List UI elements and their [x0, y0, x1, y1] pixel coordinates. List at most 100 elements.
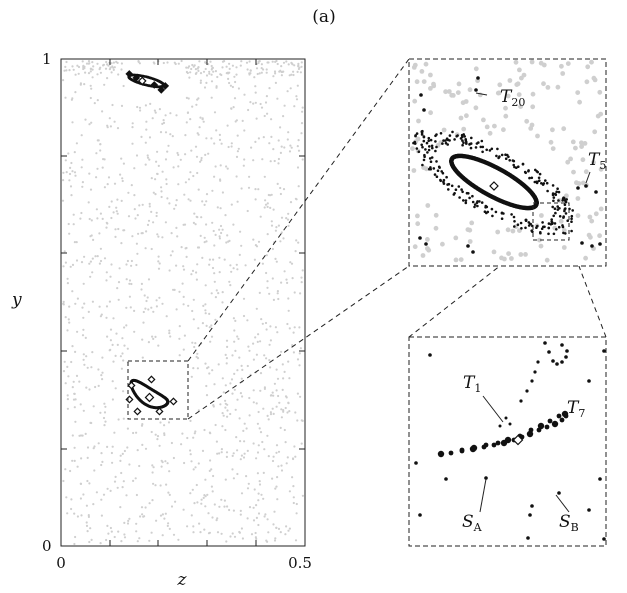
sea-point — [155, 519, 158, 522]
sea-point — [103, 402, 106, 405]
sea-point — [228, 67, 231, 70]
sea-point — [190, 514, 193, 517]
sea-point — [80, 211, 83, 215]
sea-point — [264, 101, 268, 104]
sea-point — [156, 150, 159, 153]
sea-point — [204, 284, 207, 287]
sea-point — [193, 345, 196, 349]
sea-point — [250, 533, 254, 536]
island-point — [555, 362, 559, 366]
chain-point — [525, 389, 529, 393]
layer-point — [436, 169, 440, 172]
sea-point — [135, 522, 138, 525]
sea-point — [89, 235, 92, 238]
sea-point — [273, 510, 276, 513]
sea-point — [84, 118, 87, 121]
sea-point — [101, 371, 104, 374]
sea-point — [187, 178, 191, 181]
sea-point — [164, 114, 167, 117]
sea-point — [166, 462, 169, 465]
sea-point — [82, 358, 85, 361]
sea-point — [293, 291, 296, 294]
layer-point — [536, 224, 539, 228]
sea-point — [186, 436, 189, 440]
sea-point — [134, 477, 137, 480]
sea-point — [289, 261, 292, 264]
sea-point — [208, 326, 211, 329]
sea-point — [260, 67, 263, 70]
sea-point — [284, 533, 287, 536]
sea-point — [263, 387, 266, 390]
sea-point — [246, 364, 249, 368]
sea-point — [266, 202, 269, 205]
sea-point — [214, 296, 217, 299]
sea-point — [285, 60, 288, 63]
layer-point — [485, 148, 489, 152]
sea-point — [252, 401, 255, 404]
sea-point — [191, 309, 194, 313]
sea-point — [248, 60, 251, 63]
sea-point — [202, 120, 205, 123]
orbit-point — [483, 442, 489, 448]
sea-point — [136, 449, 139, 452]
sea-point — [116, 212, 119, 215]
sea-point — [224, 214, 227, 217]
layer-point — [547, 226, 550, 230]
sea-point — [205, 384, 208, 388]
sea-point — [287, 224, 290, 227]
sea-point — [199, 72, 203, 75]
sea-point — [517, 228, 522, 234]
x-axis-label: z — [177, 570, 188, 590]
sea-point — [192, 174, 195, 178]
sea-point — [68, 232, 71, 235]
sea-point — [262, 68, 265, 71]
sea-point — [68, 321, 71, 324]
sea-point — [297, 149, 301, 152]
sea-point — [266, 233, 269, 236]
sea-point — [211, 516, 214, 519]
sea-point — [423, 61, 429, 67]
layer-point — [498, 155, 501, 158]
sea-point — [90, 121, 93, 124]
sea-point — [268, 87, 271, 90]
sea-point — [133, 167, 136, 170]
sea-point — [88, 217, 91, 221]
sea-point — [221, 291, 224, 294]
sea-point — [299, 292, 302, 295]
sea-point — [518, 252, 524, 257]
sea-point — [208, 70, 211, 73]
sea-point — [95, 176, 98, 179]
sea-point — [258, 427, 261, 430]
sea-point — [221, 412, 224, 415]
sea-point — [112, 68, 115, 71]
sea-point — [151, 464, 154, 467]
sea-point — [217, 292, 220, 295]
sea-point — [257, 512, 261, 515]
sea-point — [225, 72, 228, 75]
sea-point — [144, 141, 147, 144]
sea-point — [190, 273, 193, 276]
sea-point — [255, 537, 258, 541]
sea-point — [161, 236, 164, 239]
layer-point — [435, 175, 439, 178]
layer-point — [429, 138, 433, 142]
sea-point — [265, 271, 268, 275]
layer-point — [533, 180, 537, 184]
sea-point — [89, 84, 92, 87]
sea-point — [301, 269, 304, 272]
sea-point — [125, 494, 128, 497]
sea-point — [458, 115, 464, 121]
sea-point — [458, 257, 464, 262]
sea-point — [254, 531, 257, 535]
sea-point — [272, 455, 275, 458]
sea-point — [246, 209, 249, 213]
sea-point — [202, 70, 206, 73]
layer-point — [444, 139, 447, 142]
sea-point — [185, 255, 188, 258]
sea-point — [141, 356, 144, 359]
sea-point — [278, 401, 281, 404]
sea-point — [107, 532, 110, 535]
sea-point — [257, 137, 260, 140]
sea-point — [99, 315, 102, 318]
sea-point — [225, 339, 229, 342]
